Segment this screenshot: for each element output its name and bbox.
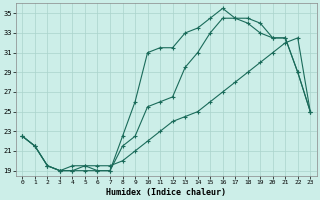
X-axis label: Humidex (Indice chaleur): Humidex (Indice chaleur) [106, 188, 226, 197]
